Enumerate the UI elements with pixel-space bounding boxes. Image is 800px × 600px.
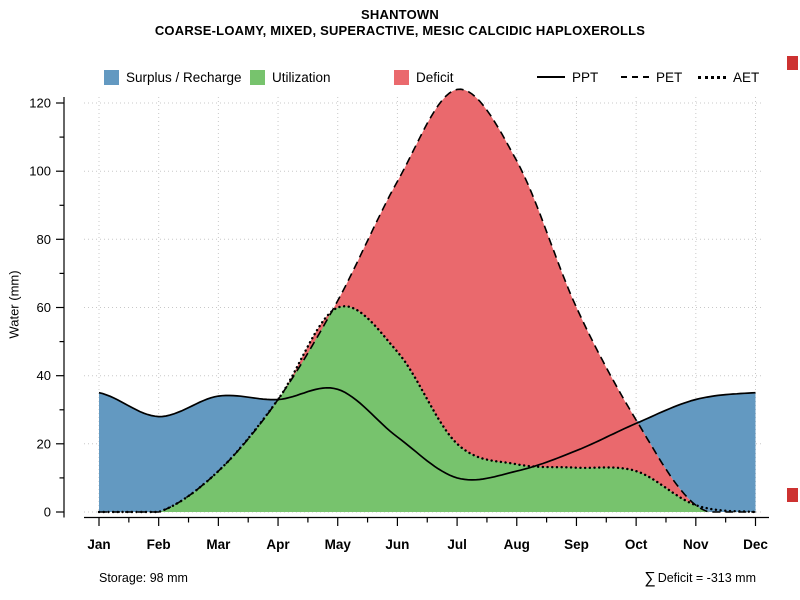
chart-title: SHANTOWN <box>361 7 439 22</box>
svg-text:Oct: Oct <box>625 537 648 552</box>
deficit-note: ∑ Deficit = -313 mm <box>644 569 756 587</box>
panel-edge-marker-top <box>787 56 798 70</box>
x-axis-labels: Jan Feb Mar Apr May Jun Jul Aug Sep Oct Nov Dec <box>87 537 768 552</box>
legend-item-surplus: Surplus / Recharge <box>104 69 242 85</box>
storage-note: Storage: 98 mm <box>99 571 188 585</box>
utilization-area <box>99 306 756 512</box>
ppt-line <box>98 386 756 481</box>
svg-text:Jun: Jun <box>385 537 409 552</box>
svg-text:Nov: Nov <box>683 537 709 552</box>
svg-text:Dec: Dec <box>743 537 768 552</box>
deficit-text: Deficit = -313 mm <box>657 571 756 585</box>
svg-text:May: May <box>325 537 352 552</box>
chart-subtitle: COARSE-LOAMY, MIXED, SUPERACTIVE, MESIC … <box>154 23 646 38</box>
svg-text:0: 0 <box>44 505 51 520</box>
legend-item-deficit: Deficit <box>394 69 454 85</box>
legend-label: Deficit <box>416 69 454 85</box>
svg-text:Apr: Apr <box>266 537 290 552</box>
panel-edge-marker-bottom <box>787 488 798 502</box>
aet-line <box>97 304 757 514</box>
svg-text:60: 60 <box>37 300 51 315</box>
legend-label: PET <box>656 69 683 85</box>
svg-text:Sep: Sep <box>564 537 589 552</box>
svg-text:100: 100 <box>29 164 51 179</box>
svg-text:Jul: Jul <box>447 537 467 552</box>
utilization-swatch-icon <box>250 69 265 85</box>
dotted-line-icon <box>698 75 726 79</box>
legend-item-aet: AET <box>698 69 759 85</box>
svg-text:Feb: Feb <box>147 537 171 552</box>
svg-text:Mar: Mar <box>206 537 231 552</box>
legend-label: Surplus / Recharge <box>126 69 242 85</box>
legend-label: AET <box>733 69 760 85</box>
legend-label: Utilization <box>272 69 331 85</box>
deficit-area <box>99 89 756 512</box>
svg-text:80: 80 <box>37 232 51 247</box>
svg-text:Aug: Aug <box>504 537 530 552</box>
legend-item-utilization: Utilization <box>250 69 331 85</box>
pet-line <box>99 88 756 513</box>
svg-text:120: 120 <box>29 96 51 111</box>
sigma-icon: ∑ <box>644 570 656 587</box>
legend-item-pet: PET <box>621 69 682 85</box>
y-axis <box>56 97 65 518</box>
solid-line-icon <box>537 76 565 78</box>
svg-text:20: 20 <box>37 436 51 451</box>
x-axis <box>84 516 769 526</box>
surplus-area <box>99 89 756 512</box>
svg-text:40: 40 <box>37 368 51 383</box>
deficit-swatch-icon <box>394 69 409 85</box>
y-axis-labels: 0 20 40 60 80 100 120 <box>29 96 51 520</box>
dashed-line-icon <box>621 76 649 78</box>
svg-text:Jan: Jan <box>87 537 110 552</box>
legend-item-ppt: PPT <box>537 69 598 85</box>
surplus-swatch-icon <box>104 69 119 85</box>
legend-label: PPT <box>572 69 599 85</box>
